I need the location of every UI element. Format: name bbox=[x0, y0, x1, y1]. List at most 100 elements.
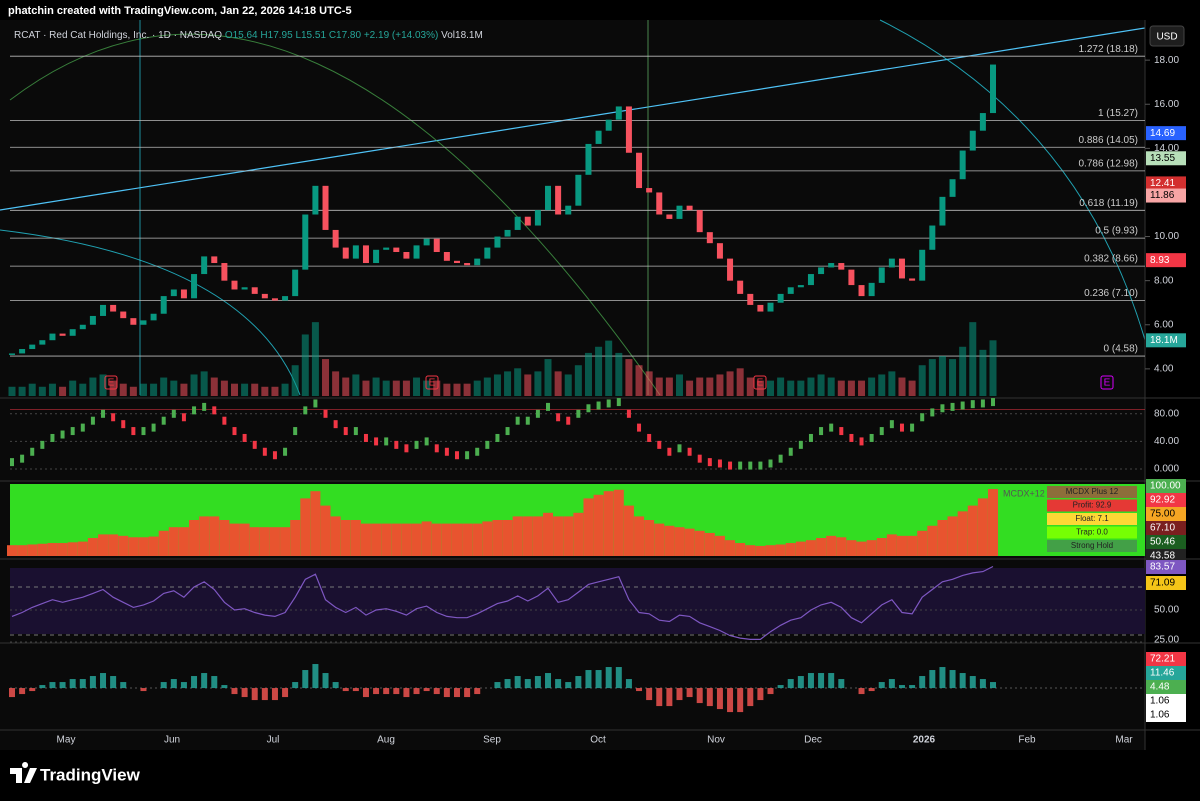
volume-bar bbox=[89, 377, 97, 396]
macd-bar bbox=[464, 688, 471, 698]
rsi-band bbox=[10, 568, 1145, 634]
x-tick-label: Jul bbox=[267, 735, 280, 746]
currency-label[interactable]: USD bbox=[1156, 32, 1177, 43]
profit-bar bbox=[401, 523, 412, 556]
candle bbox=[261, 293, 268, 299]
osc-mark bbox=[687, 447, 692, 456]
candle bbox=[514, 216, 521, 230]
profit-bar bbox=[411, 523, 422, 556]
candle bbox=[79, 324, 86, 330]
macd-bar bbox=[443, 688, 450, 698]
candle bbox=[453, 260, 460, 264]
macd-bar bbox=[797, 676, 804, 689]
macd-bar bbox=[888, 679, 895, 689]
volume-bar bbox=[574, 365, 582, 396]
x-tick-label: Aug bbox=[377, 735, 395, 746]
volume-bar bbox=[979, 349, 987, 396]
volume-bar bbox=[969, 322, 977, 396]
candle bbox=[909, 278, 916, 281]
macd-bar bbox=[919, 676, 926, 689]
osc-mark bbox=[586, 404, 591, 413]
axis-tag-label: 75.00 bbox=[1150, 509, 1175, 520]
volume-bar bbox=[665, 377, 673, 396]
volume-bar bbox=[251, 383, 259, 396]
osc-mark bbox=[363, 433, 368, 442]
brand-logo bbox=[10, 762, 37, 783]
axis-tag-label: 4.48 bbox=[1150, 682, 1170, 693]
osc-mark bbox=[556, 413, 561, 422]
candle bbox=[140, 320, 147, 325]
legend-close: C17.80 bbox=[329, 30, 362, 41]
osc-mark bbox=[465, 451, 470, 460]
macd-bar bbox=[9, 688, 15, 698]
volume-bar bbox=[696, 377, 704, 396]
macd-bar bbox=[19, 688, 26, 695]
profit-bar bbox=[957, 511, 968, 556]
macd-bar bbox=[666, 688, 673, 707]
osc-mark bbox=[535, 409, 540, 418]
osc-mark bbox=[495, 433, 500, 442]
profit-bar bbox=[472, 523, 483, 556]
profit-bar bbox=[209, 516, 220, 556]
volume-bar bbox=[564, 374, 572, 396]
volume-bar bbox=[322, 359, 330, 396]
macd-bar bbox=[575, 676, 582, 689]
macd-bar bbox=[929, 670, 936, 689]
candle bbox=[696, 210, 703, 233]
axis-tag-label: 71.09 bbox=[1150, 578, 1175, 589]
rsi-line bbox=[11, 565, 994, 640]
macd-bar bbox=[433, 688, 440, 695]
volume-bar bbox=[767, 380, 775, 396]
osc-mark bbox=[910, 423, 915, 432]
candle bbox=[990, 64, 996, 114]
profit-bar bbox=[118, 535, 129, 556]
candle bbox=[59, 333, 66, 336]
osc-mark bbox=[222, 416, 227, 425]
profit-bar bbox=[785, 543, 796, 556]
profit-bar bbox=[310, 491, 321, 556]
candle bbox=[787, 287, 794, 294]
profit-bar bbox=[654, 523, 665, 556]
profit-bar bbox=[148, 536, 159, 556]
volume-bar bbox=[777, 377, 785, 396]
osc-mark bbox=[10, 458, 14, 467]
profit-bar bbox=[967, 505, 978, 556]
candle bbox=[666, 214, 673, 219]
osc-mark bbox=[950, 402, 955, 411]
profit-bar bbox=[674, 527, 685, 556]
axis-tag bbox=[1146, 708, 1186, 722]
currency-button[interactable] bbox=[1149, 25, 1185, 47]
volume-bar bbox=[989, 340, 997, 396]
candle bbox=[534, 210, 541, 226]
osc-mark bbox=[353, 427, 358, 436]
macd-bar bbox=[838, 679, 845, 689]
profit-bar bbox=[77, 541, 88, 556]
profit-bar bbox=[381, 523, 392, 556]
axis-tag-label: 14.69 bbox=[1150, 128, 1175, 139]
y-tick-label: 4.00 bbox=[1154, 364, 1174, 375]
legend-change: +2.19 (+14.03%) bbox=[364, 30, 439, 41]
osc-mark bbox=[596, 401, 601, 410]
axis-tag bbox=[1146, 126, 1186, 141]
fib-label: 1.272 (18.18) bbox=[1079, 44, 1139, 55]
axis-tag bbox=[1146, 493, 1186, 507]
osc-mark bbox=[141, 427, 146, 436]
fib-arc bbox=[879, 19, 1146, 341]
axis-tag-label: 8.93 bbox=[1150, 255, 1170, 266]
candle bbox=[656, 192, 663, 215]
legend-label: Trap: 0.0 bbox=[1076, 528, 1108, 537]
profit-bar bbox=[694, 530, 705, 556]
volume-bar bbox=[18, 386, 26, 396]
volume-bar bbox=[746, 377, 754, 396]
y-tick-label: 25.00 bbox=[1154, 635, 1179, 646]
fib-label: 0.5 (9.93) bbox=[1095, 226, 1138, 237]
macd-bar bbox=[292, 682, 299, 689]
volume-bar bbox=[837, 380, 845, 396]
macd-bar bbox=[818, 673, 825, 689]
fib-arc bbox=[0, 229, 301, 396]
macd-bar bbox=[312, 664, 319, 689]
volume-bar bbox=[645, 371, 653, 396]
candle bbox=[949, 179, 956, 197]
